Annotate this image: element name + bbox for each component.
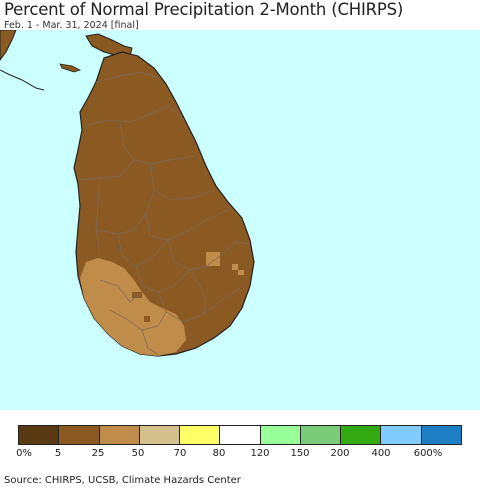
legend-label: 200 <box>330 448 350 459</box>
legend-swatch <box>421 426 461 444</box>
legend-label: 150 <box>290 448 310 459</box>
legend-label: 600% <box>413 448 443 459</box>
map-title: Percent of Normal Precipitation 2-Month … <box>4 0 404 19</box>
patch-east-2 <box>232 264 238 270</box>
legend-label: 80 <box>212 448 226 459</box>
india-coastline <box>0 30 17 61</box>
legend-label: 70 <box>173 448 187 459</box>
patch-darker-1 <box>144 316 150 322</box>
precipitation-map <box>0 30 255 357</box>
legend-label: 400 <box>371 448 391 459</box>
legend-swatch <box>260 426 301 444</box>
patch-east <box>206 252 220 266</box>
map-subtitle: Feb. 1 - Mar. 31, 2024 [final] <box>4 20 139 31</box>
legend-label: 0% <box>16 448 32 459</box>
legend-swatch <box>300 426 342 444</box>
jaffna-peninsula <box>85 33 133 57</box>
legend-label: 25 <box>91 448 105 459</box>
legend-swatch <box>59 426 100 444</box>
legend-label: 120 <box>250 448 270 459</box>
legend-swatch <box>99 426 140 444</box>
patch-east-3 <box>238 270 244 275</box>
mannar-island <box>59 63 82 73</box>
map-panel <box>0 30 480 410</box>
legend-label: 5 <box>54 448 62 459</box>
legend-swatch <box>220 426 261 444</box>
source-credit: Source: CHIRPS, UCSB, Climate Hazards Ce… <box>4 475 241 486</box>
color-legend <box>18 425 462 445</box>
legend-label: 50 <box>131 448 145 459</box>
india-coast-inlet <box>0 69 45 91</box>
district-boundaries <box>79 71 251 357</box>
legend-swatch <box>381 426 422 444</box>
patch-darker-2 <box>132 292 142 298</box>
legend-swatch <box>19 426 60 444</box>
patch-darker-3 <box>172 298 180 306</box>
legend-swatch <box>180 426 221 444</box>
legend-swatch <box>139 426 181 444</box>
legend-swatch <box>341 426 382 444</box>
